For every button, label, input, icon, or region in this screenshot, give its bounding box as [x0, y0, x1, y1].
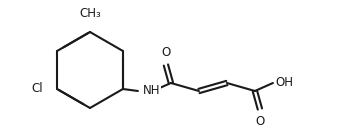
Text: O: O: [161, 46, 171, 59]
Text: O: O: [255, 115, 265, 128]
Text: Cl: Cl: [31, 82, 43, 95]
Text: NH: NH: [143, 84, 160, 98]
Text: OH: OH: [275, 77, 293, 89]
Text: CH₃: CH₃: [79, 7, 101, 20]
